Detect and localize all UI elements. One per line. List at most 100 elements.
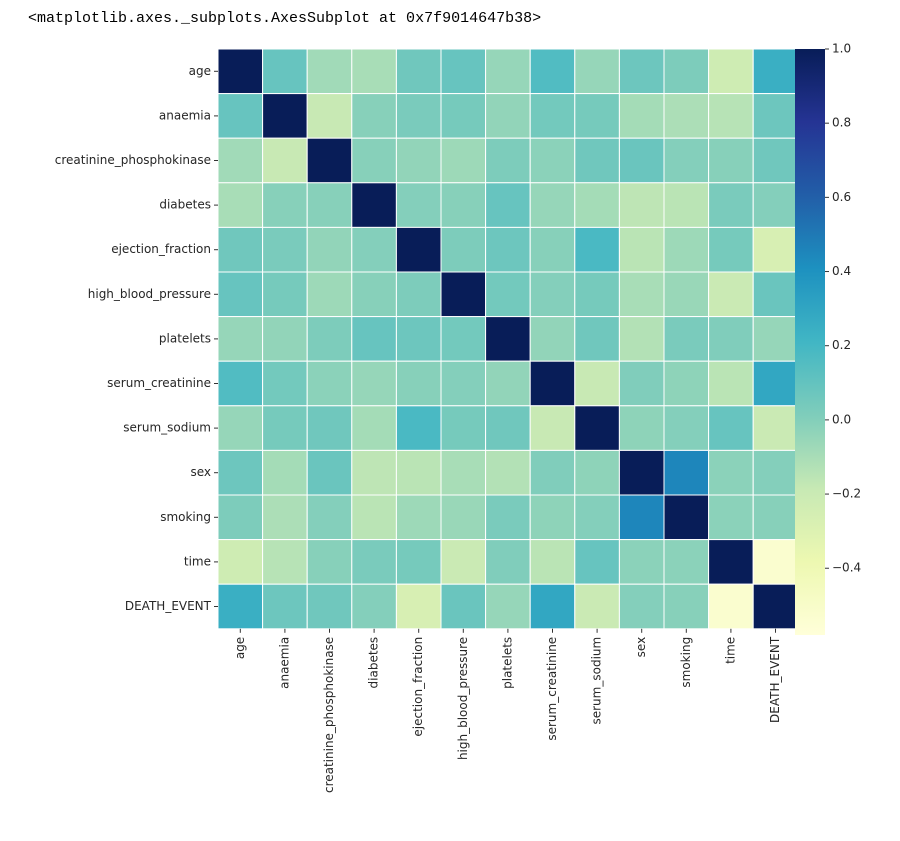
heatmap-cell	[395, 226, 442, 273]
heatmap-cell	[440, 93, 487, 139]
heatmap-cell	[708, 449, 754, 496]
heatmap-cell	[395, 182, 442, 228]
heatmap-cell	[708, 539, 754, 585]
heatmap-cell	[663, 583, 710, 630]
heatmap-cell	[752, 93, 799, 139]
heatmap-cell	[262, 360, 308, 407]
heatmap-cell	[752, 226, 799, 273]
heatmap-cell	[217, 226, 264, 273]
heatmap-cell	[395, 316, 442, 362]
heatmap-cell	[752, 583, 799, 630]
heatmap-cell	[262, 226, 308, 273]
heatmap-cell	[752, 494, 799, 541]
heatmap-cell	[485, 48, 531, 95]
heatmap-cell	[395, 449, 442, 496]
heatmap-cell	[351, 405, 397, 451]
heatmap-cell	[485, 583, 531, 630]
heatmap-cell	[306, 182, 353, 228]
heatmap-cell	[306, 539, 353, 585]
heatmap-cell	[708, 182, 754, 228]
heatmap-cell	[708, 226, 754, 273]
heatmap-cell	[306, 226, 353, 273]
heatmap-cell	[663, 48, 710, 95]
heatmap-cell	[262, 48, 308, 95]
heatmap-cell	[752, 316, 799, 362]
heatmap-cell	[529, 405, 576, 451]
heatmap-cell	[618, 316, 665, 362]
heatmap-cell	[708, 360, 754, 407]
heatmap-cell	[529, 494, 576, 541]
heatmap-cell	[618, 93, 665, 139]
heatmap-cell	[485, 449, 531, 496]
colorbar-tick-label: 0.4	[832, 264, 851, 278]
heatmap-cell	[663, 316, 710, 362]
heatmap-cell	[395, 583, 442, 630]
heatmap-cell	[752, 360, 799, 407]
y-tick-label: creatinine_phosphokinase	[55, 153, 211, 167]
heatmap-cell	[618, 583, 665, 630]
heatmap-cell	[529, 449, 576, 496]
x-tick-label: serum_sodium	[590, 637, 604, 725]
heatmap-cell	[708, 137, 754, 184]
heatmap-cell	[574, 271, 620, 318]
heatmap-cell	[217, 449, 264, 496]
heatmap-cell	[262, 93, 308, 139]
heatmap-cell	[306, 316, 353, 362]
heatmap-cell	[306, 271, 353, 318]
heatmap-cell	[708, 93, 754, 139]
heatmap-cell	[485, 93, 531, 139]
heatmap-cell	[708, 48, 754, 95]
y-tick-label: platelets	[159, 331, 211, 345]
heatmap-cell	[618, 405, 665, 451]
heatmap-cell	[395, 405, 442, 451]
heatmap-cell	[351, 48, 397, 95]
heatmap-cell	[663, 137, 710, 184]
y-tick-label: high_blood_pressure	[88, 287, 211, 301]
y-tick-label: smoking	[160, 510, 211, 524]
heatmap-cell	[306, 137, 353, 184]
heatmap-cell	[262, 316, 308, 362]
colorbar-tick-label: 0.6	[832, 190, 851, 204]
heatmap-cell	[574, 539, 620, 585]
heatmap-cell	[217, 539, 264, 585]
heatmap-cell	[618, 449, 665, 496]
x-tick-label: serum_creatinine	[545, 637, 559, 741]
heatmap-cell	[440, 360, 487, 407]
heatmap-cell	[351, 137, 397, 184]
heatmap-cell	[306, 48, 353, 95]
heatmap-cell	[217, 48, 264, 95]
heatmap-cell	[262, 494, 308, 541]
heatmap-cell	[217, 360, 264, 407]
heatmap-cell	[618, 494, 665, 541]
heatmap-cell	[217, 405, 264, 451]
heatmap-cell	[529, 48, 576, 95]
colorbar-tick-label: −0.2	[832, 487, 861, 501]
heatmap-cell	[395, 93, 442, 139]
heatmap-cell	[217, 494, 264, 541]
heatmap-cell	[440, 316, 487, 362]
heatmap-cell	[529, 316, 576, 362]
heatmap-cell	[395, 137, 442, 184]
heatmap-cell	[618, 539, 665, 585]
x-tick-label: smoking	[679, 637, 693, 688]
heatmap-cell	[752, 539, 799, 585]
heatmap-cell	[440, 494, 487, 541]
heatmap-cell	[663, 182, 710, 228]
heatmap-cell	[217, 93, 264, 139]
heatmap-cell	[306, 494, 353, 541]
colorbar-tick-label: 1.0	[832, 42, 851, 56]
heatmap-cell	[262, 583, 308, 630]
colorbar	[795, 49, 825, 635]
heatmap-cell	[752, 137, 799, 184]
heatmap-cell	[663, 449, 710, 496]
heatmap-cell	[351, 360, 397, 407]
heatmap-cell	[351, 494, 397, 541]
heatmap-cell	[306, 360, 353, 407]
heatmap-cell	[529, 182, 576, 228]
heatmap-cell	[574, 93, 620, 139]
heatmap-cell	[440, 583, 487, 630]
x-tick-label: high_blood_pressure	[456, 637, 470, 760]
heatmap-cell	[574, 48, 620, 95]
heatmap-cell	[217, 271, 264, 318]
y-tick-label: age	[189, 64, 211, 78]
